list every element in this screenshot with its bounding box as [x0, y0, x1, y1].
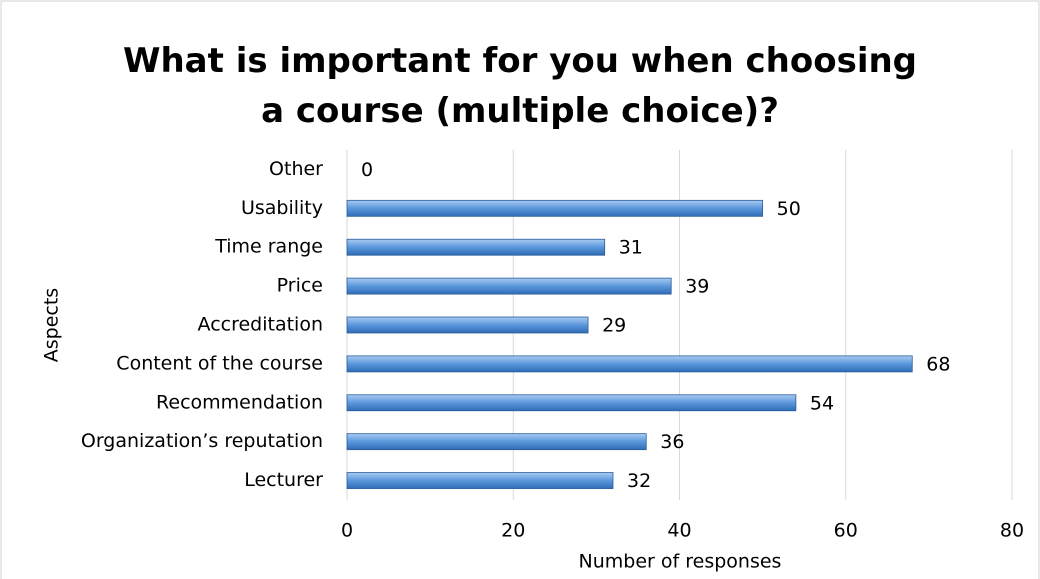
data-label: 36	[660, 431, 684, 453]
bar	[346, 238, 606, 256]
data-label: 31	[619, 237, 643, 259]
y-tick-label: Other	[269, 158, 323, 180]
y-tick-label: Content of the course	[116, 352, 323, 374]
y-tick-label: Recommendation	[156, 391, 323, 413]
y-tick-label: Time range	[214, 236, 323, 258]
bar	[346, 472, 614, 489]
bar	[346, 316, 589, 334]
bar	[346, 394, 797, 412]
bar	[346, 433, 647, 451]
x-tick-label: 20	[501, 520, 525, 542]
y-tick-label: Price	[277, 275, 323, 297]
x-axis-label: Number of responses	[579, 551, 782, 573]
data-label: 0	[361, 159, 373, 181]
chart-title: What is important for you when choosing …	[122, 41, 918, 131]
bar	[346, 277, 672, 295]
data-label: 54	[810, 392, 834, 414]
data-label: 68	[926, 353, 950, 375]
y-tick-label: Organization’s reputation	[81, 430, 323, 452]
bar	[346, 199, 764, 217]
y-axis-label: Aspects	[41, 288, 63, 362]
data-label: 32	[627, 470, 651, 492]
y-tick-label: Lecturer	[244, 469, 323, 491]
x-tick-label: 40	[667, 520, 691, 542]
data-label: 50	[777, 198, 801, 220]
y-tick-label: Accreditation	[198, 314, 323, 336]
data-label: 39	[685, 276, 709, 298]
x-tick-label: 80	[1000, 520, 1024, 542]
bar	[346, 355, 913, 373]
y-tick-label: Usability	[241, 197, 323, 219]
x-tick-label: 60	[834, 520, 858, 542]
data-label: 29	[602, 315, 626, 337]
x-tick-label: 0	[341, 520, 353, 542]
